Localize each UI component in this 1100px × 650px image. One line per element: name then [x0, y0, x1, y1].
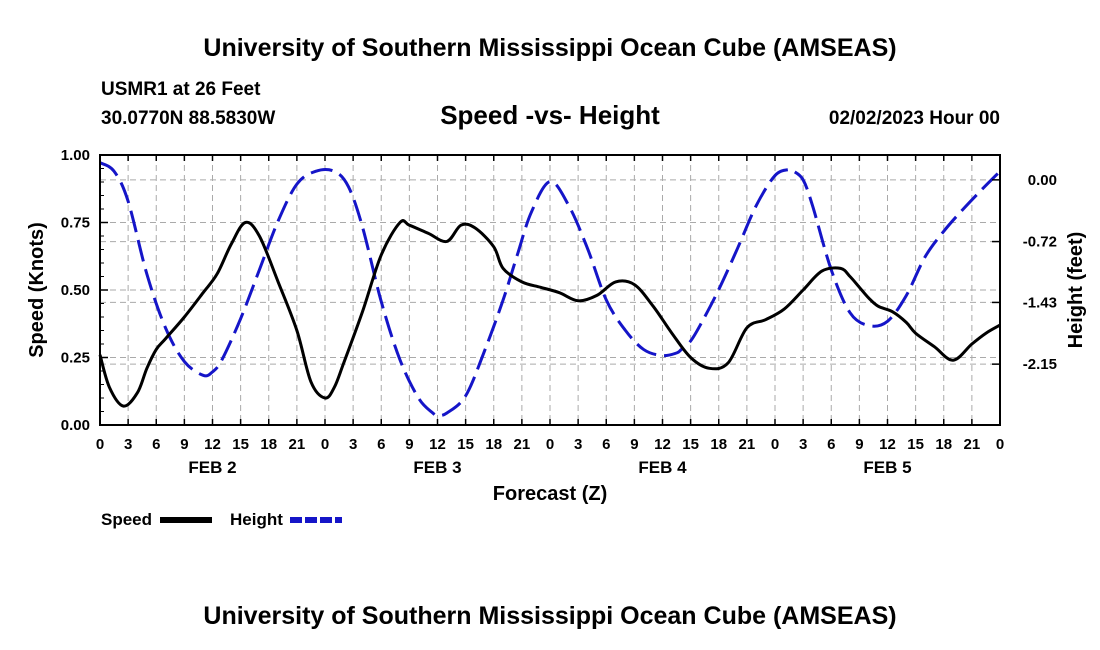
x-tick-label: 9	[180, 436, 188, 453]
x-tick-label: 21	[739, 436, 756, 453]
x-tick-label: 0	[771, 436, 779, 453]
y2-tick-label: 0.00	[1028, 172, 1057, 189]
speed-series-line	[98, 219, 1001, 408]
chart-subtitle: Speed -vs- Height	[440, 100, 660, 130]
y2-tick-label: -2.15	[1023, 356, 1057, 373]
x-tick-label: 15	[457, 436, 474, 453]
x-tick-label: 0	[96, 436, 104, 453]
x-tick-label: 18	[935, 436, 952, 453]
x-axis-label: Forecast (Z)	[493, 483, 607, 505]
x-tick-label: 0	[546, 436, 554, 453]
legend-speed-label: Speed	[101, 510, 152, 529]
station-label: USMR1 at 26 Feet	[101, 79, 261, 100]
x-tick-label: 21	[964, 436, 981, 453]
x-tick-label: 9	[405, 436, 413, 453]
x-tick-label: 18	[710, 436, 727, 453]
axes: 0 3 6 9 12 15 18 21 0 3 6 9 12 15 18 21 0 3 6 9 12 15 18 21 0 3 6 9…	[61, 147, 1057, 477]
x-tick-label: 0	[996, 436, 1004, 453]
legend: Speed Height	[101, 510, 342, 529]
y-tick-label: 0.50	[61, 282, 90, 299]
chart-title: University of Southern Mississippi Ocean…	[203, 34, 896, 62]
x-tick-label: 18	[260, 436, 277, 453]
day-label: FEB 3	[413, 458, 461, 477]
x-tick-label: 12	[879, 436, 896, 453]
x-tick-label: 15	[232, 436, 249, 453]
x-tick-label: 9	[630, 436, 638, 453]
x-tick-label: 15	[682, 436, 699, 453]
x-tick-label: 12	[429, 436, 446, 453]
y2-axis-label: Height (feet)	[1065, 232, 1087, 349]
x-tick-label: 0	[321, 436, 329, 453]
date-label: 02/02/2023 Hour 00	[829, 108, 1000, 129]
x-tick-label: 3	[574, 436, 582, 453]
day-label: FEB 5	[863, 458, 911, 477]
y-tick-label: 1.00	[61, 147, 90, 164]
x-tick-label: 6	[602, 436, 610, 453]
y-axis-label: Speed (Knots)	[26, 222, 48, 358]
day-label: FEB 2	[188, 458, 236, 477]
x-tick-label: 3	[799, 436, 807, 453]
coords-label: 30.0770N 88.5830W	[101, 108, 275, 129]
x-tick-label: 3	[124, 436, 132, 453]
day-label: FEB 4	[638, 458, 687, 477]
footer-title: University of Southern Mississippi Ocean…	[203, 602, 896, 630]
x-tick-label: 12	[654, 436, 671, 453]
x-tick-label: 6	[152, 436, 160, 453]
x-tick-label: 18	[485, 436, 502, 453]
x-tick-label: 15	[907, 436, 924, 453]
x-tick-label: 6	[827, 436, 835, 453]
legend-height-label: Height	[230, 510, 283, 529]
y-tick-label: 0.75	[61, 215, 90, 232]
x-tick-label: 21	[289, 436, 306, 453]
y2-tick-label: -0.72	[1023, 234, 1057, 251]
series-layer	[98, 161, 1002, 418]
x-tick-label: 21	[514, 436, 531, 453]
y2-tick-label: -1.43	[1023, 294, 1057, 311]
x-tick-label: 3	[349, 436, 357, 453]
x-tick-label: 12	[204, 436, 221, 453]
y-tick-label: 0.25	[61, 350, 90, 367]
x-tick-label: 9	[855, 436, 863, 453]
y-tick-label: 0.00	[61, 417, 90, 434]
x-tick-label: 6	[377, 436, 385, 453]
